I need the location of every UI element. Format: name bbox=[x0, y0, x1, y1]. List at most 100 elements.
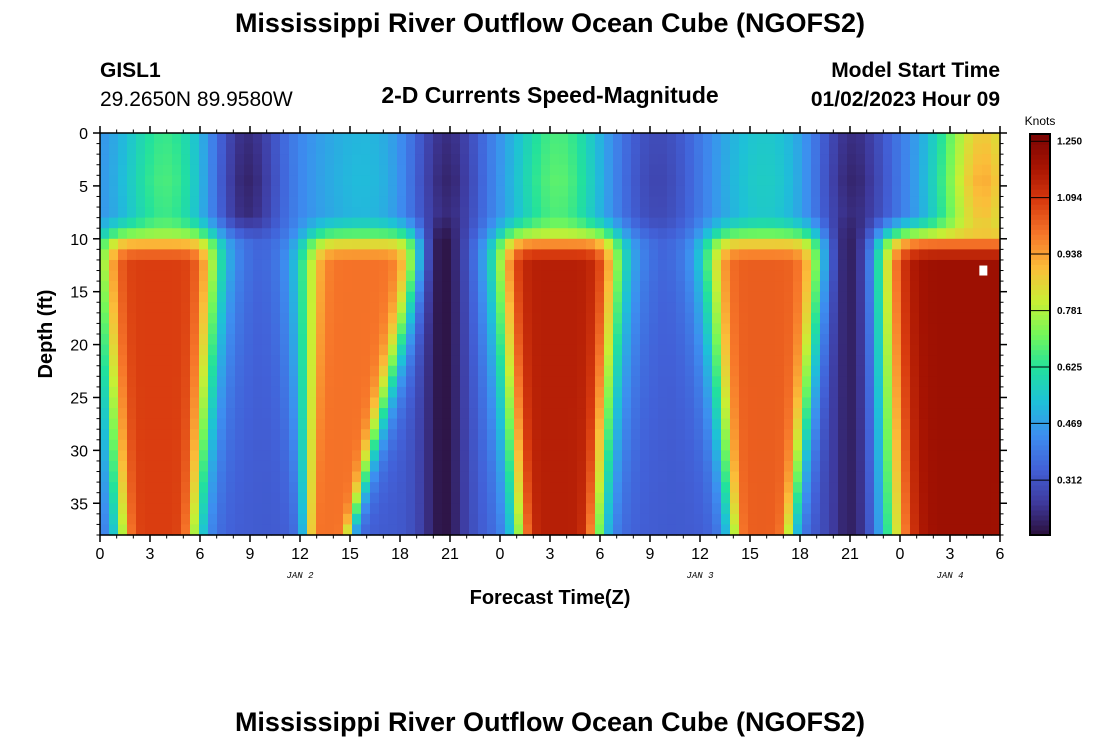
heatmap-cell bbox=[136, 228, 146, 240]
heatmap-cell bbox=[937, 397, 947, 409]
heatmap-cell bbox=[739, 143, 749, 155]
heatmap-cell bbox=[307, 323, 317, 335]
heatmap-cell bbox=[856, 524, 866, 536]
heatmap-cell bbox=[370, 164, 380, 176]
heatmap-cell bbox=[361, 408, 371, 420]
heatmap-cell bbox=[640, 238, 650, 250]
heatmap-cell bbox=[442, 175, 452, 187]
heatmap-cell bbox=[361, 386, 371, 399]
heatmap-cell bbox=[370, 524, 380, 536]
heatmap-cell bbox=[568, 312, 578, 325]
heatmap-cell bbox=[676, 460, 686, 473]
heatmap-cell bbox=[973, 312, 983, 325]
heatmap-cell bbox=[352, 281, 362, 293]
heatmap-cell bbox=[937, 249, 947, 261]
heatmap-cell bbox=[919, 238, 929, 250]
heatmap-cell bbox=[793, 482, 803, 494]
colorbar-segment bbox=[1030, 254, 1050, 260]
heatmap-cell bbox=[829, 376, 839, 388]
heatmap-cell bbox=[928, 408, 938, 420]
heatmap-cell bbox=[874, 365, 884, 377]
heatmap-cell bbox=[559, 344, 569, 356]
heatmap-cell bbox=[208, 355, 218, 367]
heatmap-cell bbox=[379, 386, 389, 399]
heatmap-cell bbox=[793, 418, 803, 430]
heatmap-cell bbox=[181, 334, 191, 346]
heatmap-cell bbox=[523, 291, 533, 303]
heatmap-cell bbox=[829, 492, 839, 504]
heatmap-cell bbox=[532, 460, 542, 473]
heatmap-cell bbox=[829, 323, 839, 335]
heatmap-cell bbox=[712, 249, 722, 261]
heatmap-cell bbox=[829, 259, 839, 272]
heatmap-cell bbox=[199, 482, 209, 494]
heatmap-cell bbox=[397, 429, 407, 441]
heatmap-cell bbox=[145, 376, 155, 388]
heatmap-cell bbox=[127, 355, 137, 367]
heatmap-cell bbox=[532, 281, 542, 293]
heatmap-cell bbox=[676, 513, 686, 526]
heatmap-cell bbox=[298, 154, 308, 166]
heatmap-cell bbox=[631, 397, 641, 409]
heatmap-cell bbox=[307, 302, 317, 314]
colorbar-segment bbox=[1030, 204, 1050, 210]
heatmap-cell bbox=[703, 270, 713, 282]
heatmap-cell bbox=[163, 133, 173, 145]
heatmap-cell bbox=[586, 259, 596, 272]
heatmap-cell bbox=[127, 291, 137, 303]
heatmap-cell bbox=[703, 450, 713, 462]
heatmap-cell bbox=[793, 524, 803, 536]
heatmap-cell bbox=[550, 503, 560, 515]
heatmap-cell bbox=[910, 323, 920, 335]
heatmap-cell bbox=[838, 196, 848, 208]
heatmap-cell bbox=[100, 386, 110, 399]
heatmap-cell bbox=[883, 439, 893, 451]
heatmap-cell bbox=[757, 154, 767, 166]
heatmap-cell bbox=[739, 408, 749, 420]
heatmap-cell bbox=[532, 429, 542, 441]
heatmap-cell bbox=[946, 408, 956, 420]
heatmap-cell bbox=[100, 196, 110, 208]
heatmap-cell bbox=[865, 376, 875, 388]
heatmap-cell bbox=[424, 344, 434, 356]
heatmap-cell bbox=[208, 143, 218, 155]
heatmap-cell bbox=[406, 302, 416, 314]
heatmap-cell bbox=[739, 249, 749, 261]
heatmap-cell bbox=[280, 164, 290, 176]
heatmap-cell bbox=[712, 439, 722, 451]
heatmap-cell bbox=[694, 376, 704, 388]
heatmap-cell bbox=[928, 492, 938, 504]
heatmap-cell bbox=[532, 259, 542, 272]
heatmap-cell bbox=[469, 376, 479, 388]
heatmap-cell bbox=[424, 503, 434, 515]
heatmap-cell bbox=[109, 439, 119, 451]
heatmap-cell bbox=[109, 281, 119, 293]
heatmap-cell bbox=[334, 439, 344, 451]
heatmap-cell bbox=[226, 376, 236, 388]
heatmap-cell bbox=[784, 524, 794, 536]
heatmap-cell bbox=[946, 365, 956, 377]
model-run-info: Model Start Time 01/02/2023 Hour 09 bbox=[811, 56, 1000, 114]
colorbar-tick-label: 0.625 bbox=[1057, 363, 1082, 374]
heatmap-cell bbox=[676, 302, 686, 314]
heatmap-cell bbox=[721, 450, 731, 462]
heatmap-cell bbox=[523, 397, 533, 409]
heatmap-cell bbox=[559, 133, 569, 145]
heatmap-cell bbox=[181, 482, 191, 494]
heatmap-cell bbox=[208, 397, 218, 409]
heatmap-cell bbox=[118, 291, 128, 303]
heatmap-cell bbox=[109, 418, 119, 430]
heatmap-cell bbox=[532, 143, 542, 155]
heatmap-cell bbox=[415, 249, 425, 261]
heatmap-cell bbox=[793, 249, 803, 261]
heatmap-cell bbox=[262, 471, 272, 483]
heatmap-cell bbox=[955, 418, 965, 430]
heatmap-cell bbox=[577, 418, 587, 430]
heatmap-cell bbox=[631, 334, 641, 346]
heatmap-cell bbox=[703, 471, 713, 483]
heatmap-cell bbox=[199, 154, 209, 166]
heatmap-cell bbox=[901, 334, 911, 346]
heatmap-cell bbox=[613, 376, 623, 388]
heatmap-cell bbox=[514, 492, 524, 504]
heatmap-cell bbox=[721, 238, 731, 250]
